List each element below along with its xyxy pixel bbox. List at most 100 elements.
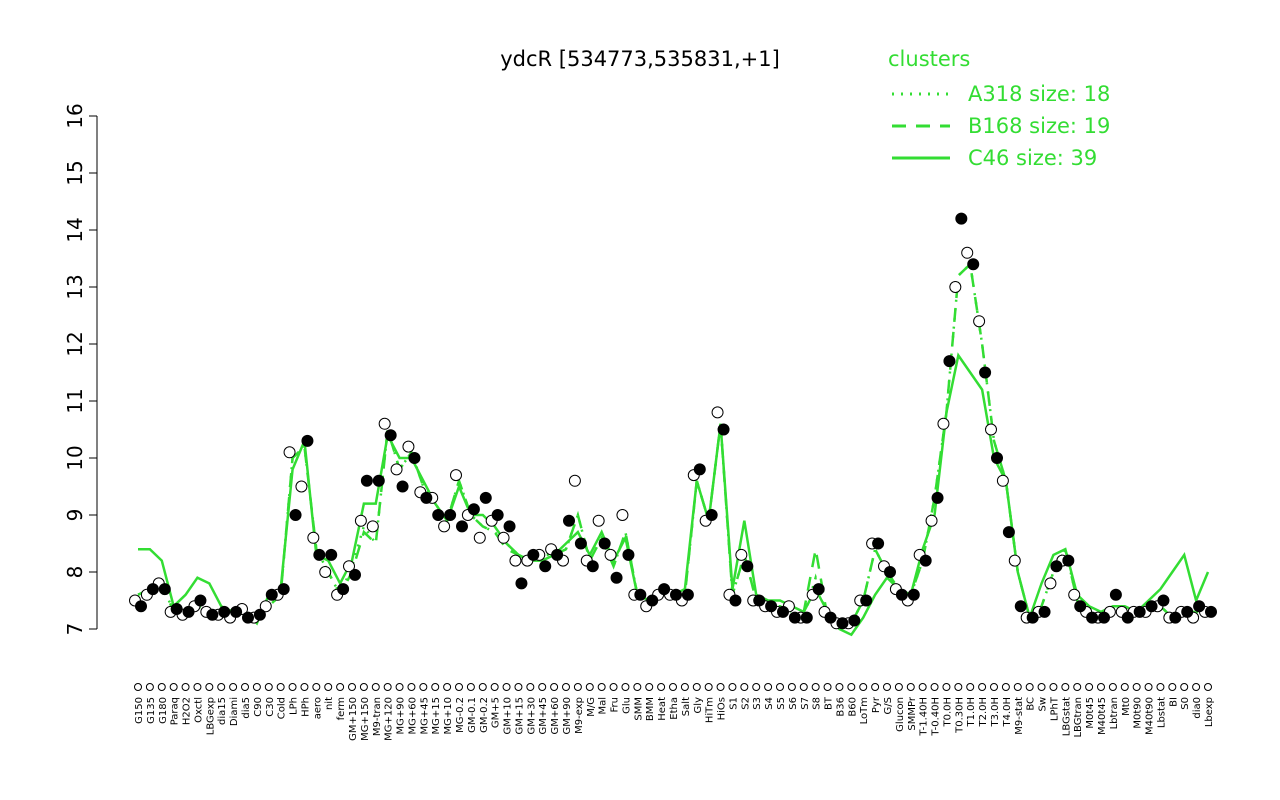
x-axis-dot <box>288 683 297 691</box>
data-point <box>985 423 997 436</box>
x-axis-dot <box>252 683 261 691</box>
data-point <box>681 588 694 601</box>
x-axis-dot <box>300 683 309 691</box>
data-point <box>895 588 908 601</box>
x-axis-dot <box>906 683 915 691</box>
x-tick-label: BMM <box>645 697 656 721</box>
x-tick-label: GM+45 <box>538 697 549 734</box>
data-point <box>479 491 492 504</box>
data-point <box>515 577 528 590</box>
x-axis-dot <box>847 683 856 691</box>
x-axis-dot <box>431 683 440 691</box>
x-tick-label: T2.0H <box>978 697 989 728</box>
data-point <box>1062 554 1075 567</box>
x-tick-label: LBGtran <box>1073 697 1084 738</box>
x-tick-label: BT <box>824 696 835 710</box>
data-point <box>658 583 671 596</box>
data-point <box>610 571 623 584</box>
x-tick-label: BC <box>1026 697 1037 711</box>
data-point <box>1068 588 1081 601</box>
data-point <box>384 429 397 442</box>
x-tick-label: Lbexp <box>1204 697 1215 727</box>
legend-title: clusters <box>888 47 970 71</box>
data-point <box>491 509 504 521</box>
data-point <box>283 446 296 459</box>
data-point <box>265 588 278 601</box>
x-tick-label: GM+10 <box>503 697 514 734</box>
x-axis-dot <box>954 683 963 691</box>
x-tick-label: MG+45 <box>419 697 430 734</box>
data-point <box>800 611 813 624</box>
x-tick-label: Lbtran <box>1109 697 1120 729</box>
x-axis-dot <box>835 683 844 691</box>
x-axis-dot <box>978 683 987 691</box>
data-point <box>1044 577 1057 590</box>
x-axis-dot <box>883 683 891 691</box>
data-point <box>907 588 920 601</box>
x-tick-label: S1 <box>728 697 739 710</box>
x-axis-dot <box>383 683 392 691</box>
data-point <box>194 594 207 607</box>
x-tick-label: M40t90 <box>1145 697 1156 735</box>
x-axis-dot <box>1132 683 1141 691</box>
x-tick-label: MG+60 <box>407 697 418 734</box>
x-axis-dot <box>1049 683 1058 691</box>
x-tick-label: MG+150 <box>360 697 371 741</box>
x-axis-dot <box>312 683 321 691</box>
data-point <box>777 605 789 618</box>
x-tick-label: BI <box>1168 697 1179 707</box>
data-point <box>741 560 754 573</box>
x-tick-label: GM+60 <box>550 697 561 734</box>
x-tick-label: Lbstat <box>1156 697 1167 728</box>
x-tick-label: GM+30 <box>526 697 537 734</box>
x-tick-label: Paraq <box>170 697 181 725</box>
data-point <box>991 452 1003 464</box>
x-tick-label: G180 <box>158 697 169 724</box>
x-axis-dot <box>562 683 570 691</box>
x-tick-label: C30 <box>265 697 276 717</box>
data-point <box>503 520 516 533</box>
y-tick-label: 14 <box>63 217 87 242</box>
data-point <box>1008 554 1021 567</box>
x-axis-dot <box>752 683 761 691</box>
x-axis-dot <box>276 683 285 691</box>
x-axis-dot <box>585 683 594 691</box>
x-tick-label: G135 <box>146 697 157 724</box>
x-tick-label: GM+15 <box>514 697 525 734</box>
x-tick-label: B36 <box>835 697 846 717</box>
data-point <box>432 509 445 521</box>
data-point <box>949 281 962 293</box>
y-tick-label: 11 <box>63 388 87 413</box>
x-axis-dot <box>443 683 452 691</box>
x-axis-dot <box>134 683 142 691</box>
x-axis-dot <box>490 683 499 691</box>
y-tick-label: 12 <box>63 331 87 356</box>
data-point <box>402 440 415 453</box>
data-point <box>301 434 314 447</box>
x-axis-dot <box>728 683 737 691</box>
x-axis-dot <box>371 683 380 691</box>
x-axis-dot <box>811 683 820 691</box>
data-point <box>705 509 718 521</box>
data-point <box>242 611 254 624</box>
x-tick-label: SMM <box>633 697 644 721</box>
x-axis-dot <box>633 683 642 691</box>
x-axis-dot <box>704 683 713 691</box>
data-point <box>919 554 932 567</box>
x-axis-dot <box>669 683 677 691</box>
data-point <box>277 583 290 596</box>
y-tick-label: 7 <box>63 623 87 636</box>
data-point <box>182 605 195 618</box>
x-axis-dot <box>336 683 345 691</box>
data-point <box>961 246 974 259</box>
x-tick-label: S2 <box>740 697 751 710</box>
x-axis-dot <box>407 683 416 691</box>
x-tick-label: HiOs <box>717 697 728 720</box>
x-tick-label: M9-exp <box>574 697 585 734</box>
x-axis-dot <box>217 683 226 691</box>
data-point <box>473 531 486 544</box>
data-point <box>390 463 403 476</box>
x-axis-dot <box>740 683 749 691</box>
x-tick-label: MG-0.2 <box>455 697 466 733</box>
x-tick-label: Mt0 <box>1121 697 1132 716</box>
